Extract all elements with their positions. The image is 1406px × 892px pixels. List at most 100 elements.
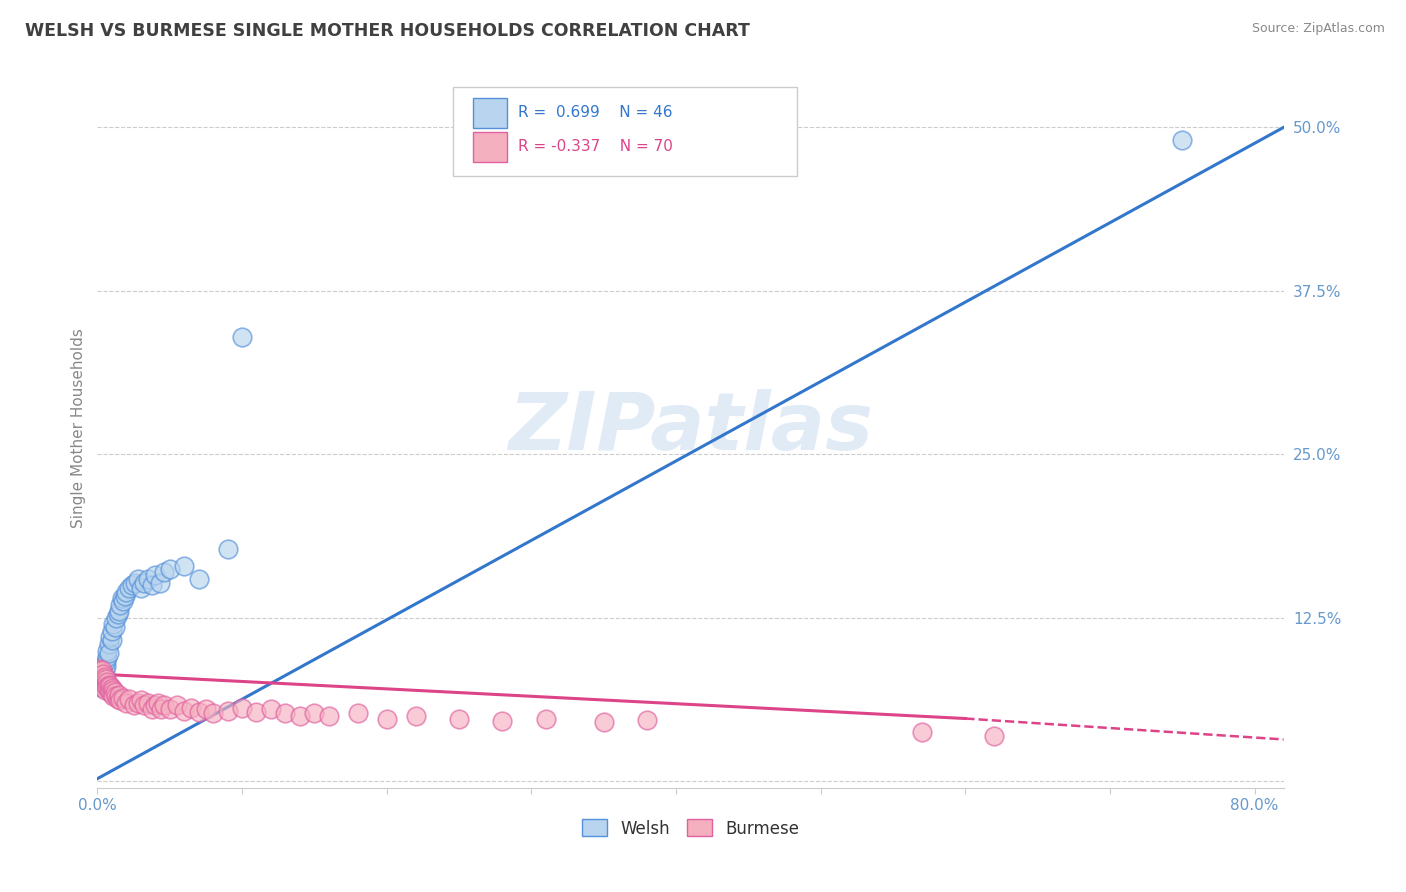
Point: [150, 702, 173, 716]
Point: [89, 670, 111, 684]
Point: [112, 690, 135, 705]
Point: [93, 682, 115, 697]
FancyBboxPatch shape: [474, 98, 506, 128]
Point: [94, 654, 117, 668]
Point: [91, 680, 114, 694]
Text: R = -0.337    N = 70: R = -0.337 N = 70: [519, 139, 673, 153]
Point: [636, 713, 658, 727]
Point: [97, 682, 120, 697]
FancyBboxPatch shape: [474, 132, 506, 162]
Point: [107, 607, 129, 621]
Point: [127, 572, 149, 586]
Point: [91, 673, 114, 687]
Point: [146, 696, 169, 710]
Point: [101, 681, 124, 696]
Point: [375, 712, 398, 726]
Point: [110, 693, 132, 707]
Point: [94, 659, 117, 673]
Point: [180, 701, 202, 715]
Point: [91, 667, 114, 681]
Point: [96, 680, 118, 694]
Point: [93, 663, 115, 677]
Point: [153, 565, 176, 579]
Point: [132, 698, 155, 713]
Point: [105, 611, 128, 625]
Point: [87, 667, 110, 681]
Point: [304, 706, 326, 721]
Point: [107, 692, 129, 706]
Point: [187, 705, 209, 719]
Point: [136, 696, 159, 710]
Point: [90, 667, 112, 681]
Point: [129, 581, 152, 595]
Point: [110, 598, 132, 612]
Point: [104, 620, 127, 634]
Point: [173, 704, 195, 718]
Point: [103, 682, 125, 697]
Text: ZIPatlas: ZIPatlas: [508, 389, 873, 467]
Point: [93, 657, 115, 671]
Point: [447, 712, 470, 726]
Point: [202, 706, 225, 721]
Point: [90, 663, 112, 677]
Point: [173, 558, 195, 573]
Point: [143, 698, 166, 713]
Point: [121, 578, 143, 592]
Point: [288, 709, 311, 723]
Point: [143, 567, 166, 582]
Point: [217, 541, 239, 556]
Point: [91, 665, 114, 680]
Point: [103, 690, 125, 704]
Point: [136, 572, 159, 586]
Point: [118, 581, 141, 595]
Point: [104, 685, 127, 699]
Point: [141, 702, 163, 716]
Point: [108, 688, 131, 702]
Point: [194, 702, 217, 716]
Point: [101, 633, 124, 648]
Point: [127, 696, 149, 710]
Point: [911, 724, 934, 739]
Point: [129, 693, 152, 707]
Point: [98, 631, 121, 645]
Point: [141, 578, 163, 592]
Point: [93, 676, 115, 690]
Text: WELSH VS BURMESE SINGLE MOTHER HOUSEHOLDS CORRELATION CHART: WELSH VS BURMESE SINGLE MOTHER HOUSEHOLD…: [25, 22, 751, 40]
Point: [114, 589, 136, 603]
Point: [98, 685, 121, 699]
Point: [89, 665, 111, 679]
Point: [87, 673, 110, 687]
Point: [96, 674, 118, 689]
Point: [101, 624, 124, 638]
Point: [159, 562, 181, 576]
Y-axis label: Single Mother Households: Single Mother Households: [72, 328, 86, 528]
Point: [274, 706, 297, 721]
Point: [534, 712, 557, 726]
Point: [166, 698, 188, 713]
Point: [103, 617, 125, 632]
Point: [115, 584, 138, 599]
Point: [231, 701, 253, 715]
Point: [97, 646, 120, 660]
Point: [97, 677, 120, 691]
FancyBboxPatch shape: [453, 87, 797, 177]
Point: [115, 696, 138, 710]
Point: [89, 673, 111, 687]
Point: [112, 594, 135, 608]
Point: [90, 670, 112, 684]
Point: [118, 692, 141, 706]
Point: [93, 670, 115, 684]
Point: [101, 687, 124, 701]
Point: [105, 690, 128, 704]
Point: [96, 650, 118, 665]
Point: [90, 676, 112, 690]
Point: [231, 329, 253, 343]
Point: [87, 662, 110, 676]
Point: [217, 704, 239, 718]
Point: [122, 698, 145, 713]
Point: [91, 659, 114, 673]
Point: [89, 674, 111, 689]
Legend: Welsh, Burmese: Welsh, Burmese: [575, 813, 806, 844]
Point: [111, 591, 134, 606]
Point: [318, 709, 340, 723]
